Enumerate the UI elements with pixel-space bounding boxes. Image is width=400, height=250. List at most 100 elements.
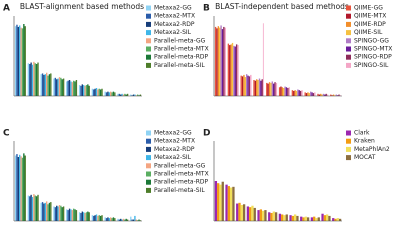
bar [80,85,82,96]
bar [61,207,63,221]
bar [227,186,230,221]
bar [75,210,78,221]
bar [114,92,116,96]
bar [97,215,99,221]
legend-label: Parallel-meta-SIL [154,187,205,194]
bar [85,212,88,221]
bar [122,218,125,221]
bar [229,45,231,96]
legend-label: Parallel-meta-MTX [154,171,209,178]
bar [81,84,84,96]
bar [136,94,139,96]
bar [230,44,232,96]
legend-label: Kraken [354,138,375,145]
bar [126,219,129,221]
bar [243,74,245,96]
bar [334,95,336,96]
bar [246,74,248,96]
bar [227,43,230,96]
bar [74,81,76,96]
legend-swatch [346,38,351,44]
bar [139,220,142,221]
bar [40,74,42,96]
bar [98,215,100,221]
bar [310,91,312,96]
legend-swatch [346,5,351,11]
bar [24,155,26,221]
bar [267,83,269,96]
bar [72,80,75,96]
bar [30,194,32,221]
bar [132,94,135,96]
bar [33,194,35,221]
panel-label: A [3,4,10,14]
bar [221,181,224,221]
bar [31,64,34,96]
bar [241,76,244,96]
bar [108,218,110,221]
legend-label: QIIME-MTX [354,13,386,20]
bar [326,94,329,96]
bar [111,218,113,221]
bar [68,80,71,96]
bar [268,212,271,221]
bar [257,210,260,221]
bar [105,218,108,221]
bar [98,88,100,96]
bar [66,209,68,221]
bar [54,77,57,96]
bar [104,217,106,221]
bar [50,202,52,221]
legend-swatch [146,155,151,161]
bar [272,211,275,221]
legend-swatch [146,30,151,36]
bar [291,215,294,221]
legend-swatch [346,46,351,52]
bar [261,79,263,96]
bar [84,213,86,221]
legend-swatch [346,62,351,68]
bar [287,88,289,96]
legend-label: MOCAT [354,154,376,161]
bar [118,219,121,221]
bar [310,217,314,221]
legend-swatch [346,155,351,161]
bar [230,187,233,221]
bar [44,202,46,221]
bar [75,80,78,96]
bar [56,79,58,96]
bar [47,204,49,221]
bar [117,93,119,96]
bar [264,210,267,221]
bar [120,218,122,221]
bar [66,81,68,96]
bar [27,195,30,221]
bar [68,208,71,221]
bar [71,210,73,221]
bar [94,215,96,221]
panel-title: BLAST-alignment based methods [20,2,144,11]
bar [56,205,58,221]
bar [14,155,17,221]
legend-swatch [146,187,151,193]
bar [298,90,300,96]
bar [88,85,90,96]
bar [246,206,250,221]
legend-label: Metaxa2-MTX [154,138,195,145]
bar [294,214,297,221]
bar [278,87,281,96]
bar [35,196,38,221]
bar [311,92,313,96]
bar [304,92,306,96]
bar [57,78,59,96]
bar [274,82,276,96]
bar [262,210,265,221]
bar [326,214,329,221]
bar [95,214,98,221]
bar [118,93,121,96]
bar [105,92,108,96]
bar [101,215,103,221]
bar [53,78,55,96]
bar [259,209,262,221]
bar [232,186,235,221]
